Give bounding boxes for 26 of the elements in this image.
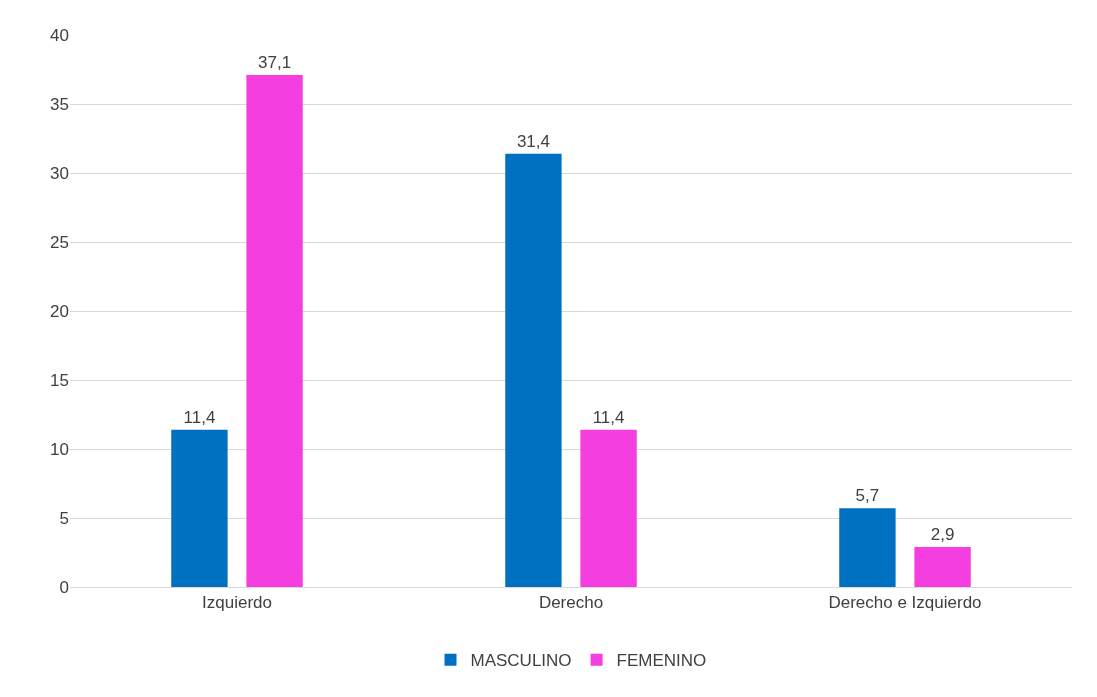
bar [246, 75, 303, 587]
legend-label: MASCULINO [470, 651, 572, 671]
y-tick-label: 10 [50, 439, 69, 459]
x-tick-label: Derecho e Izquierdo [828, 593, 982, 613]
data-label: 5,7 [855, 486, 880, 506]
bar [505, 153, 562, 587]
y-tick-label: 5 [59, 508, 69, 528]
data-label: 31,4 [516, 131, 550, 151]
data-label: 37,1 [258, 53, 292, 73]
y-tick-label: 0 [59, 577, 69, 597]
bar [171, 429, 228, 587]
x-tick-label: Izquierdo [202, 593, 272, 613]
data-label: 11,4 [592, 407, 625, 427]
data-label: 2,9 [930, 524, 955, 544]
x-tick-label: Derecho [538, 593, 604, 613]
y-tick-label: 15 [50, 370, 69, 390]
bar [580, 429, 637, 587]
y-tick-label: 30 [50, 163, 69, 183]
data-label: 11,4 [183, 407, 216, 427]
legend-label: FEMENINO [616, 651, 707, 671]
y-tick-label: 25 [50, 232, 69, 252]
y-tick-label: 20 [50, 301, 69, 321]
y-tick-label: 40 [50, 25, 69, 45]
bar [839, 508, 896, 587]
y-tick-label: 35 [50, 94, 69, 114]
bar [914, 546, 971, 587]
